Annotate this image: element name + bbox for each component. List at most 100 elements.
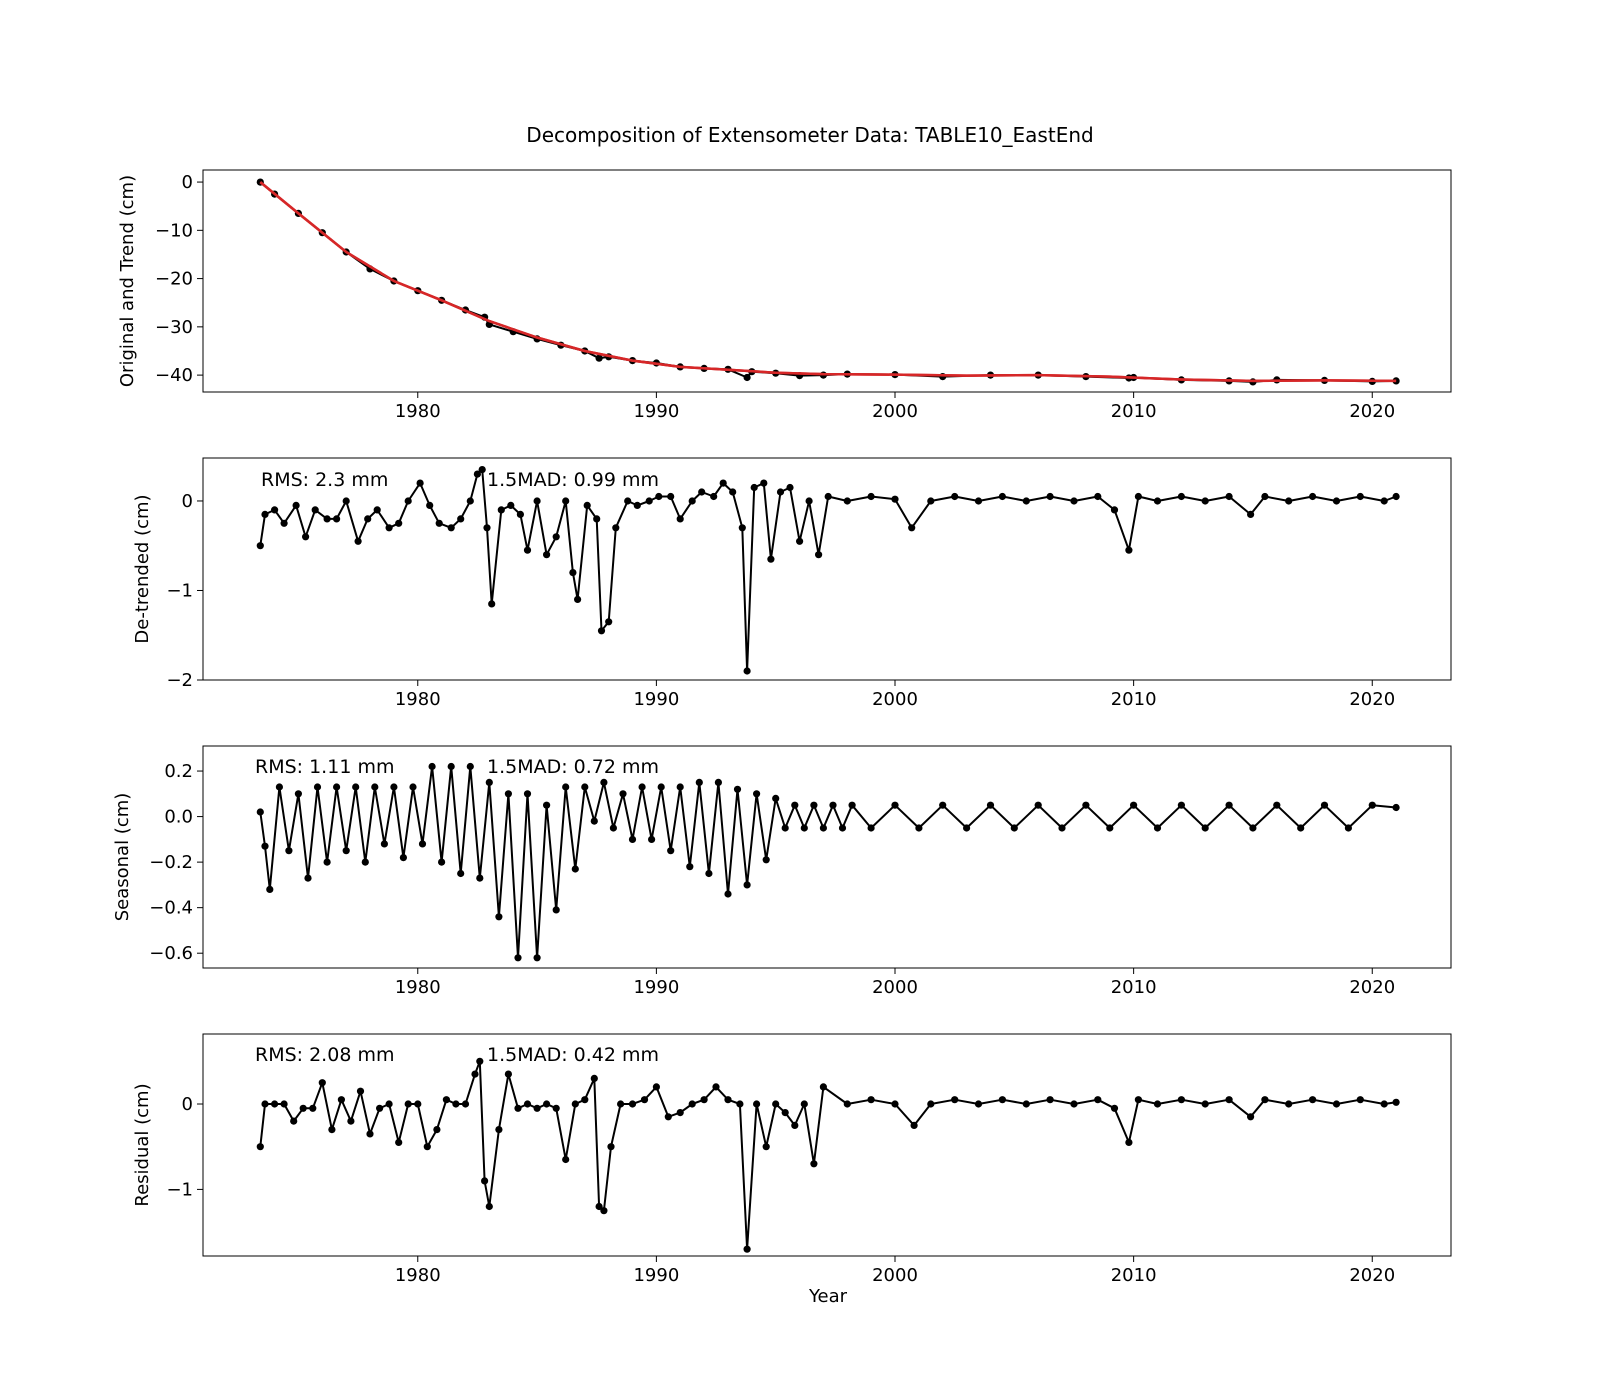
data-point: [256, 1143, 264, 1151]
data-point: [1332, 1100, 1341, 1108]
data-point: [523, 546, 532, 554]
data-point: [762, 1143, 770, 1151]
data-point: [271, 1100, 279, 1108]
data-point: [395, 519, 403, 527]
subplot-3: 1980 1990 2000 2010 2020 0.2 0.0 −0.2 −0.4 −0.6 Se…: [112, 745, 1452, 998]
data-point: [581, 783, 589, 791]
x-tick-label: 2010: [1111, 977, 1157, 998]
data-point: [753, 1100, 761, 1108]
data-point: [323, 515, 331, 523]
data-point: [473, 470, 481, 478]
data-point: [1356, 492, 1364, 501]
mad-annotation: 1.5MAD: 0.72 mm: [487, 756, 659, 778]
data-point: [435, 519, 443, 527]
data-point: [523, 790, 532, 798]
data-point: [1309, 1096, 1317, 1104]
y-tick-label: −20: [155, 269, 193, 290]
series-line: [259, 181, 1397, 383]
data-point: [1153, 497, 1162, 505]
plot-frame: [202, 745, 1452, 969]
data-point: [891, 1100, 899, 1108]
data-point: [819, 1083, 828, 1091]
data-point: [299, 1104, 307, 1112]
data-point: [800, 1100, 808, 1108]
data-point: [753, 790, 761, 798]
y-tick-label: 0.2: [164, 761, 193, 782]
data-point: [261, 510, 269, 518]
data-point: [724, 1096, 732, 1104]
data-point: [1106, 824, 1114, 832]
mad-annotation: 1.5MAD: 0.99 mm: [487, 469, 659, 491]
data-point: [342, 497, 350, 505]
data-point: [285, 847, 293, 855]
data-point: [786, 483, 794, 492]
series-line: [259, 765, 1397, 959]
data-point: [1153, 1100, 1162, 1108]
data-point: [1225, 492, 1233, 501]
data-point: [848, 801, 856, 809]
data-point: [772, 794, 780, 803]
plot-frame: [202, 1033, 1452, 1257]
data-point: [1058, 824, 1066, 832]
data-point: [1110, 1104, 1119, 1112]
x-tick-label: 1990: [633, 401, 679, 422]
data-point: [292, 501, 300, 509]
data-point: [373, 506, 381, 514]
data-point: [543, 551, 551, 559]
data-point: [433, 1126, 441, 1134]
data-point: [628, 835, 637, 844]
data-point: [612, 524, 620, 532]
rms-annotation: RMS: 2.08 mm: [255, 1044, 394, 1066]
y-axis-label: Seasonal (cm): [112, 793, 133, 922]
data-point: [1356, 1096, 1364, 1104]
data-point: [781, 824, 789, 832]
y-tick-label: 0: [182, 1094, 193, 1115]
data-point: [998, 492, 1007, 501]
rms-annotation: RMS: 2.3 mm: [261, 469, 388, 491]
data-point: [927, 497, 935, 505]
data-point: [452, 1100, 460, 1108]
data-point: [533, 954, 541, 962]
data-point: [1201, 497, 1209, 505]
figure-title: Decomposition of Extensometer Data: TABL…: [526, 123, 1093, 147]
data-point: [409, 783, 417, 791]
data-point: [1125, 546, 1133, 554]
data-point: [705, 869, 713, 878]
data-point: [796, 537, 804, 545]
data-point: [1380, 497, 1388, 505]
data-point: [974, 1100, 983, 1108]
data-point: [1125, 1138, 1133, 1146]
y-tick-label: −0.6: [149, 943, 193, 964]
data-point: [266, 885, 274, 894]
x-tick-label: 2000: [872, 1265, 918, 1286]
data-point: [1177, 801, 1185, 809]
data-point: [552, 906, 560, 914]
x-tick-label: 1980: [395, 401, 441, 422]
data-point: [507, 501, 515, 509]
data-point: [376, 1104, 384, 1112]
data-point: [447, 524, 455, 532]
data-point: [1082, 801, 1090, 809]
data-point: [1261, 1096, 1269, 1104]
data-point: [910, 1121, 918, 1129]
data-point: [1285, 497, 1293, 505]
plot-frame: [202, 169, 1452, 393]
data-point: [843, 497, 851, 505]
data-point: [461, 1100, 470, 1108]
data-point: [552, 533, 560, 541]
x-tick-label: 1980: [395, 1265, 441, 1286]
data-point: [333, 515, 341, 523]
data-point: [686, 863, 694, 871]
y-tick-label: −2: [166, 670, 193, 691]
data-point: [815, 551, 823, 559]
x-tick-label: 1980: [395, 977, 441, 998]
data-point: [776, 488, 785, 496]
data-point: [593, 515, 601, 523]
data-point: [908, 524, 916, 532]
data-point: [280, 519, 288, 527]
y-tick-label: 0.0: [164, 807, 193, 828]
data-point: [261, 842, 269, 850]
data-point: [695, 778, 703, 787]
data-point: [495, 1126, 503, 1134]
